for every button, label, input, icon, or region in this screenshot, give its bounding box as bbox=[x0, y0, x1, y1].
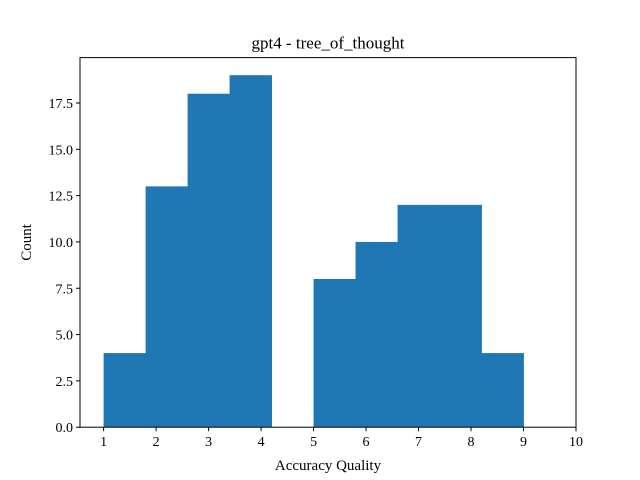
histogram-bar-6 bbox=[313, 278, 356, 428]
x-axis-label: Accuracy Quality bbox=[275, 458, 382, 474]
x-tick-label: 1 bbox=[100, 435, 107, 450]
histogram-bar-3 bbox=[187, 93, 230, 428]
histogram-bar-10 bbox=[481, 353, 524, 428]
y-axis-ticks: 0.0 2.5 5.0 7.5 10.0 12.5 15.0 17.5 bbox=[49, 97, 80, 436]
histogram-bar-7 bbox=[355, 241, 398, 428]
histogram-bar-8 bbox=[397, 204, 440, 428]
y-tick-label: 2.5 bbox=[56, 375, 74, 390]
x-tick-label: 4 bbox=[258, 435, 265, 450]
y-tick-label: 12.5 bbox=[49, 190, 74, 205]
plot-frame bbox=[79, 57, 577, 428]
histogram-bar-4 bbox=[229, 75, 272, 428]
histogram-bar-2 bbox=[145, 186, 188, 428]
y-tick-label: 7.5 bbox=[56, 282, 74, 297]
x-tick-label: 2 bbox=[153, 435, 160, 450]
x-tick-label: 7 bbox=[415, 435, 422, 450]
x-tick-label: 6 bbox=[363, 435, 370, 450]
y-tick-label: 15.0 bbox=[49, 143, 74, 158]
y-tick-label: 17.5 bbox=[49, 97, 74, 112]
y-tick-label: 0.0 bbox=[56, 421, 74, 436]
chart-title: gpt4 - tree_of_thought bbox=[252, 34, 405, 53]
histogram-bar-9 bbox=[439, 204, 482, 428]
bars-group bbox=[103, 75, 524, 428]
x-tick-label: 5 bbox=[310, 435, 317, 450]
y-axis-label: Count bbox=[19, 223, 35, 261]
y-tick-label: 5.0 bbox=[56, 329, 74, 344]
x-tick-label: 10 bbox=[569, 435, 583, 450]
y-tick-label: 10.0 bbox=[49, 236, 74, 251]
x-axis-ticks: 1 2 3 4 5 6 7 8 9 10 bbox=[100, 427, 583, 450]
x-tick-label: 8 bbox=[468, 435, 475, 450]
histogram-bar-1 bbox=[103, 353, 147, 428]
x-tick-label: 9 bbox=[520, 435, 527, 450]
x-tick-label: 3 bbox=[205, 435, 212, 450]
